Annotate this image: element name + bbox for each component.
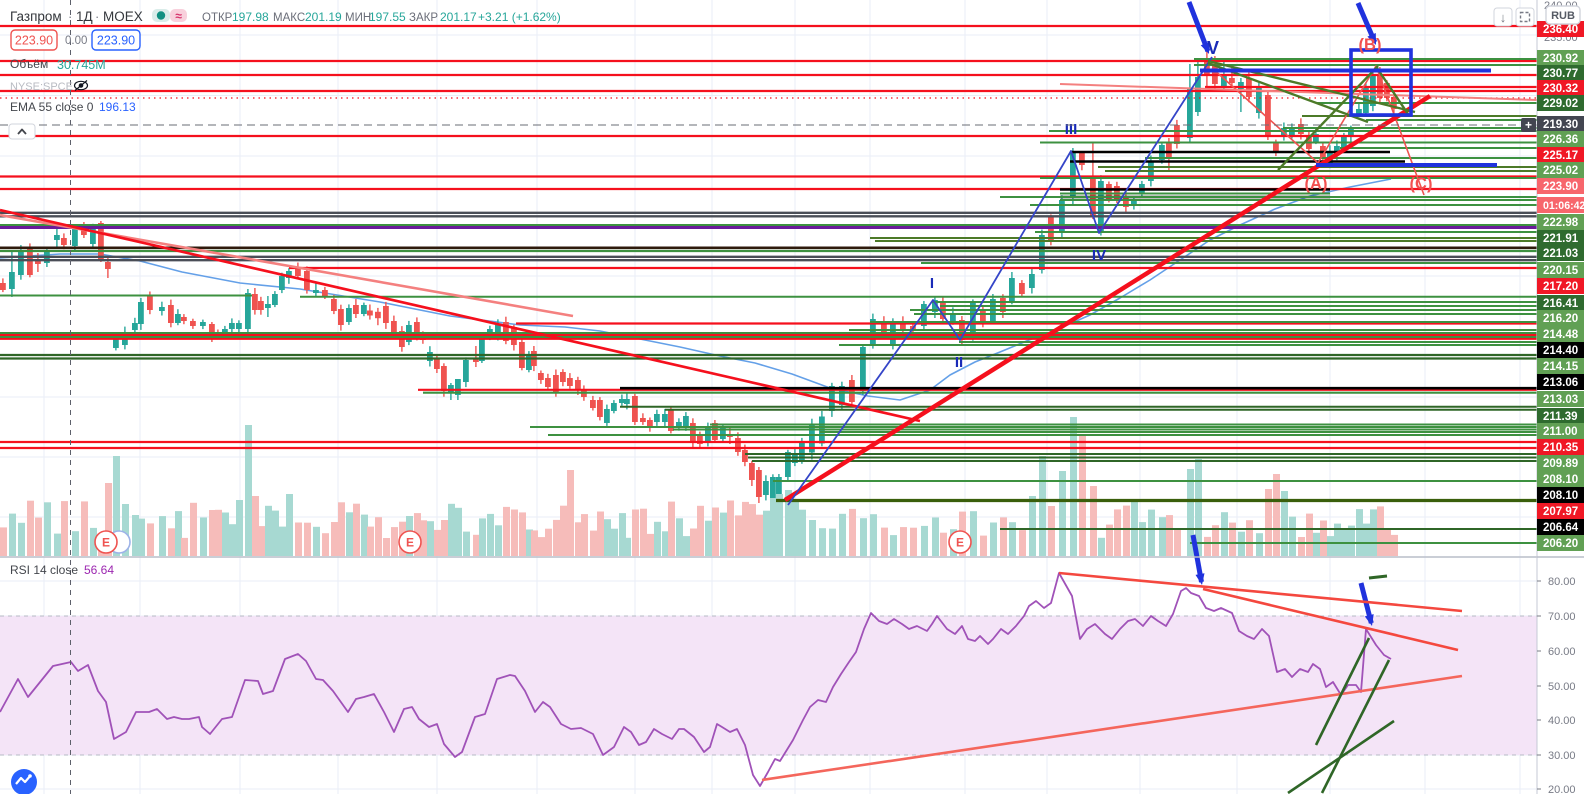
- svg-text:МАКС: МАКС: [273, 12, 305, 24]
- svg-text:213.06: 213.06: [1543, 377, 1578, 389]
- svg-text:Газпром: Газпром: [10, 9, 62, 24]
- svg-text:0.00: 0.00: [65, 35, 87, 47]
- svg-text:30.00: 30.00: [1548, 750, 1576, 762]
- svg-text:223.90: 223.90: [97, 34, 135, 48]
- svg-text:209.89: 209.89: [1543, 458, 1578, 470]
- svg-text:230.77: 230.77: [1543, 68, 1578, 80]
- svg-text:210.35: 210.35: [1543, 442, 1579, 454]
- svg-text:+: +: [1525, 118, 1532, 132]
- svg-text:MOEX: MOEX: [103, 9, 143, 24]
- svg-text:↓: ↓: [1500, 10, 1507, 25]
- svg-text:E: E: [406, 536, 414, 550]
- svg-text:50.00: 50.00: [1548, 681, 1576, 693]
- svg-text:221.91: 221.91: [1543, 233, 1579, 245]
- svg-text:ОТКР: ОТКР: [202, 12, 233, 24]
- svg-text:80.00: 80.00: [1548, 576, 1576, 588]
- svg-text:ЗАКР: ЗАКР: [409, 12, 438, 24]
- svg-text:207.97: 207.97: [1543, 506, 1578, 518]
- svg-text:1Д: 1Д: [76, 9, 93, 24]
- svg-text:IV: IV: [1092, 247, 1106, 264]
- svg-text:213.03: 213.03: [1543, 394, 1578, 406]
- svg-text:222.98: 222.98: [1543, 217, 1579, 229]
- svg-text:221.03: 221.03: [1543, 248, 1578, 260]
- svg-text:223.90: 223.90: [15, 34, 53, 48]
- svg-text:RSI 14 close: RSI 14 close: [10, 563, 78, 577]
- svg-text:214.40: 214.40: [1543, 345, 1578, 357]
- svg-text:230.92: 230.92: [1543, 53, 1578, 65]
- svg-text:214.48: 214.48: [1543, 329, 1579, 341]
- svg-text:≈: ≈: [175, 9, 182, 23]
- svg-text:229.02: 229.02: [1543, 98, 1578, 110]
- svg-text:230.32: 230.32: [1543, 83, 1578, 95]
- svg-text:216.41: 216.41: [1543, 298, 1579, 310]
- svg-text:70.00: 70.00: [1548, 611, 1576, 623]
- svg-text:219.30: 219.30: [1543, 119, 1578, 131]
- svg-text:225.02: 225.02: [1543, 165, 1578, 177]
- svg-text:206.20: 206.20: [1543, 538, 1578, 550]
- svg-text:МИН: МИН: [345, 12, 371, 24]
- svg-text:217.20: 217.20: [1543, 281, 1578, 293]
- svg-text:226.36: 226.36: [1543, 134, 1578, 146]
- svg-text:E: E: [102, 536, 110, 550]
- svg-text:225.17: 225.17: [1543, 150, 1578, 162]
- svg-text:208.10: 208.10: [1543, 490, 1578, 502]
- svg-text:(A): (A): [1305, 175, 1328, 193]
- svg-text:211.39: 211.39: [1543, 411, 1578, 423]
- svg-text:201.19: 201.19: [305, 10, 342, 24]
- svg-text:01:06:42: 01:06:42: [1543, 200, 1584, 212]
- svg-text:236.40: 236.40: [1543, 24, 1578, 36]
- svg-text:208.10: 208.10: [1543, 474, 1578, 486]
- svg-text:+3.21 (+1.62%): +3.21 (+1.62%): [478, 10, 561, 24]
- svg-text:214.15: 214.15: [1543, 361, 1579, 373]
- svg-text:196.13: 196.13: [99, 100, 136, 114]
- svg-text:·: ·: [68, 9, 72, 24]
- svg-text:NYSE:SPCE: NYSE:SPCE: [10, 81, 73, 93]
- svg-text:Объём: Объём: [10, 57, 48, 71]
- svg-text:(C): (C): [1410, 175, 1433, 193]
- svg-text:EMA 55 close 0: EMA 55 close 0: [10, 100, 94, 114]
- svg-text:40.00: 40.00: [1548, 715, 1576, 727]
- svg-text:II: II: [955, 354, 963, 371]
- svg-text:220.15: 220.15: [1543, 265, 1579, 277]
- svg-text:206.64: 206.64: [1543, 522, 1579, 534]
- svg-text:30.745M: 30.745M: [57, 58, 106, 72]
- svg-text:(B): (B): [1359, 36, 1382, 54]
- svg-text:211.00: 211.00: [1543, 426, 1578, 438]
- svg-text:223.90: 223.90: [1543, 181, 1578, 193]
- svg-text:56.64: 56.64: [84, 563, 114, 577]
- svg-text:V: V: [1207, 38, 1219, 58]
- svg-text:20.00: 20.00: [1548, 784, 1576, 794]
- svg-text:E: E: [956, 536, 964, 550]
- svg-text:216.20: 216.20: [1543, 313, 1578, 325]
- svg-text:201.17: 201.17: [440, 10, 477, 24]
- svg-text:RUB: RUB: [1551, 10, 1575, 22]
- svg-text:·: ·: [95, 9, 99, 24]
- svg-text:60.00: 60.00: [1548, 646, 1576, 658]
- svg-text:I: I: [930, 275, 934, 292]
- svg-text:197.55: 197.55: [369, 10, 406, 24]
- svg-text:197.98: 197.98: [232, 10, 269, 24]
- svg-text:III: III: [1065, 121, 1078, 138]
